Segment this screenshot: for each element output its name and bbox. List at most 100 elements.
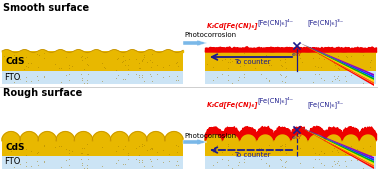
Point xyxy=(359,167,366,169)
Polygon shape xyxy=(341,132,359,141)
Point xyxy=(331,61,337,64)
Point xyxy=(137,67,143,70)
Point xyxy=(226,60,232,63)
Point xyxy=(85,73,91,76)
Point xyxy=(147,148,153,150)
Point xyxy=(312,64,318,67)
Point xyxy=(34,74,40,77)
Point xyxy=(282,81,288,84)
Point xyxy=(173,164,179,167)
Point xyxy=(122,77,128,80)
Point xyxy=(242,73,248,76)
Point xyxy=(329,56,335,59)
Point xyxy=(354,68,360,71)
Point xyxy=(266,61,272,64)
Point xyxy=(173,62,179,65)
Point xyxy=(278,159,284,162)
Point xyxy=(67,158,73,161)
Point xyxy=(266,79,272,82)
Point xyxy=(160,148,166,151)
Point xyxy=(318,66,324,69)
Point xyxy=(136,67,142,70)
Point xyxy=(23,76,29,78)
Point xyxy=(229,81,235,84)
Point xyxy=(278,74,284,77)
Point xyxy=(334,149,340,151)
Point xyxy=(25,65,31,68)
Point xyxy=(11,80,17,83)
Point xyxy=(354,73,360,76)
Point xyxy=(225,78,231,81)
Point xyxy=(84,143,90,146)
Point xyxy=(149,61,155,63)
Point xyxy=(79,162,85,164)
Point xyxy=(214,75,220,78)
Polygon shape xyxy=(300,43,374,78)
Point xyxy=(85,152,91,155)
Point xyxy=(266,148,272,151)
Text: CdS: CdS xyxy=(5,144,25,152)
Polygon shape xyxy=(2,132,20,141)
Point xyxy=(225,163,231,166)
Point xyxy=(64,158,70,161)
Polygon shape xyxy=(92,132,111,141)
Point xyxy=(252,67,258,70)
Bar xyxy=(205,51,376,71)
Point xyxy=(58,145,64,148)
Point xyxy=(101,66,107,69)
Point xyxy=(368,153,374,156)
Point xyxy=(284,74,290,77)
Point xyxy=(359,53,366,56)
Bar xyxy=(205,138,376,143)
Point xyxy=(79,54,85,57)
Point xyxy=(279,143,285,146)
Point xyxy=(84,153,90,156)
Point xyxy=(84,78,90,81)
Point xyxy=(225,143,231,146)
Text: FTO: FTO xyxy=(4,73,20,81)
Point xyxy=(23,56,29,59)
Point xyxy=(56,145,62,147)
Point xyxy=(115,145,121,148)
Point xyxy=(335,151,341,154)
Point xyxy=(344,56,350,58)
Point xyxy=(329,164,335,167)
Point xyxy=(367,66,373,68)
Point xyxy=(219,151,225,154)
Point xyxy=(299,61,305,64)
Point xyxy=(40,74,46,77)
Point xyxy=(284,66,290,69)
Point xyxy=(367,162,373,165)
Point xyxy=(175,163,181,166)
Point xyxy=(25,61,31,64)
Point xyxy=(41,57,47,60)
Text: Rough surface: Rough surface xyxy=(3,88,82,98)
Point xyxy=(321,152,327,154)
Point xyxy=(348,55,354,58)
Point xyxy=(256,147,262,150)
Point xyxy=(99,145,105,148)
Point xyxy=(175,145,181,148)
Polygon shape xyxy=(300,127,374,163)
Point xyxy=(174,151,180,154)
Point xyxy=(17,61,23,64)
Point xyxy=(41,160,47,163)
Polygon shape xyxy=(20,132,39,141)
Point xyxy=(277,58,283,61)
Point xyxy=(35,151,41,153)
Point xyxy=(342,152,348,155)
Point xyxy=(84,166,90,169)
Point xyxy=(229,60,235,62)
Point xyxy=(359,146,366,149)
Point xyxy=(69,150,75,152)
Point xyxy=(367,77,373,80)
Point xyxy=(332,162,338,165)
Point xyxy=(144,60,150,63)
Point xyxy=(263,76,269,79)
Point xyxy=(332,63,338,66)
Point xyxy=(211,66,217,69)
Point xyxy=(136,159,142,162)
Point xyxy=(316,52,322,55)
Point xyxy=(85,158,91,161)
Point xyxy=(28,79,34,82)
